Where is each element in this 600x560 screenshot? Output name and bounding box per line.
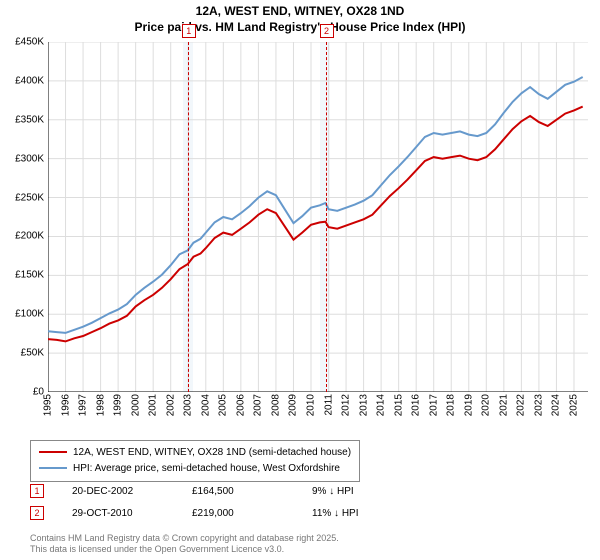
chart-svg	[48, 42, 588, 392]
sale-row-2: 2 29-OCT-2010 £219,000 11% ↓ HPI	[30, 506, 359, 520]
xtick-label: 2000	[130, 394, 141, 416]
xtick-label: 2003	[183, 394, 194, 416]
legend-item-price-paid: 12A, WEST END, WITNEY, OX28 1ND (semi-de…	[39, 445, 351, 461]
xtick-label: 2004	[200, 394, 211, 416]
xtick-label: 2001	[148, 394, 159, 416]
xtick-label: 1999	[113, 394, 124, 416]
xtick-label: 2015	[393, 394, 404, 416]
xtick-label: 2022	[516, 394, 527, 416]
legend-label-price-paid: 12A, WEST END, WITNEY, OX28 1ND (semi-de…	[73, 447, 351, 458]
footer-attribution: Contains HM Land Registry data © Crown c…	[30, 533, 339, 556]
xtick-label: 2020	[481, 394, 492, 416]
xtick-label: 2024	[551, 394, 562, 416]
xtick-label: 2005	[218, 394, 229, 416]
xtick-label: 2025	[568, 394, 579, 416]
footer-line2: This data is licensed under the Open Gov…	[30, 544, 284, 554]
xtick-label: 2017	[428, 394, 439, 416]
legend-swatch-price-paid	[39, 451, 67, 453]
sale-marker-1-icon: 1	[30, 484, 44, 498]
ytick-label: £300K	[15, 153, 44, 164]
xtick-label: 2014	[376, 394, 387, 416]
xtick-label: 2016	[411, 394, 422, 416]
xtick-label: 1998	[95, 394, 106, 416]
xtick-label: 2018	[446, 394, 457, 416]
sale-vline-2	[326, 42, 327, 392]
ytick-label: £50K	[21, 348, 44, 359]
xtick-label: 2012	[341, 394, 352, 416]
xtick-label: 2009	[288, 394, 299, 416]
xtick-label: 2007	[253, 394, 264, 416]
xtick-label: 1995	[43, 394, 54, 416]
ytick-label: £400K	[15, 75, 44, 86]
sale-2-price: £219,000	[192, 508, 312, 519]
title-line1: 12A, WEST END, WITNEY, OX28 1ND	[196, 4, 405, 18]
xtick-label: 2019	[463, 394, 474, 416]
ytick-label: £250K	[15, 192, 44, 203]
sale-1-delta: 9% ↓ HPI	[312, 486, 354, 497]
ytick-label: £450K	[15, 37, 44, 48]
xtick-label: 2011	[323, 394, 334, 416]
xtick-label: 1996	[60, 394, 71, 416]
ytick-label: £350K	[15, 114, 44, 125]
chart-area: 12	[48, 42, 588, 392]
ytick-label: £100K	[15, 309, 44, 320]
footer-line1: Contains HM Land Registry data © Crown c…	[30, 533, 339, 543]
chart-title: 12A, WEST END, WITNEY, OX28 1ND Price pa…	[0, 0, 600, 35]
xtick-label: 2006	[235, 394, 246, 416]
ytick-label: £150K	[15, 270, 44, 281]
sale-1-date: 20-DEC-2002	[72, 486, 192, 497]
ytick-label: £200K	[15, 231, 44, 242]
sale-vline-1	[188, 42, 189, 392]
xtick-label: 1997	[78, 394, 89, 416]
xtick-label: 2010	[305, 394, 316, 416]
xtick-label: 2002	[165, 394, 176, 416]
sale-marker-box-2: 2	[320, 24, 334, 38]
sale-2-delta: 11% ↓ HPI	[312, 508, 359, 519]
sale-2-date: 29-OCT-2010	[72, 508, 192, 519]
legend-box: 12A, WEST END, WITNEY, OX28 1ND (semi-de…	[30, 440, 360, 482]
xtick-label: 2021	[498, 394, 509, 416]
legend-label-hpi: HPI: Average price, semi-detached house,…	[73, 463, 340, 474]
xtick-label: 2023	[533, 394, 544, 416]
sale-marker-box-1: 1	[182, 24, 196, 38]
legend-swatch-hpi	[39, 467, 67, 469]
xtick-label: 2008	[270, 394, 281, 416]
xtick-label: 2013	[358, 394, 369, 416]
sale-marker-2-icon: 2	[30, 506, 44, 520]
legend-item-hpi: HPI: Average price, semi-detached house,…	[39, 461, 351, 477]
sale-1-price: £164,500	[192, 486, 312, 497]
sale-row-1: 1 20-DEC-2002 £164,500 9% ↓ HPI	[30, 484, 354, 498]
